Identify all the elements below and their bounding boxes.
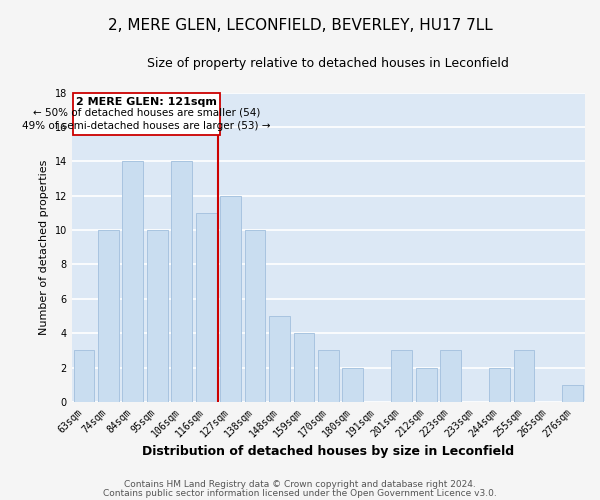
- Bar: [269, 316, 290, 402]
- Bar: [172, 162, 192, 402]
- Bar: [514, 350, 534, 402]
- Bar: [220, 196, 241, 402]
- X-axis label: Distribution of detached houses by size in Leconfield: Distribution of detached houses by size …: [142, 444, 514, 458]
- Bar: [147, 230, 167, 402]
- Bar: [343, 368, 363, 402]
- Y-axis label: Number of detached properties: Number of detached properties: [39, 160, 49, 335]
- Text: 49% of semi-detached houses are larger (53) →: 49% of semi-detached houses are larger (…: [22, 121, 271, 131]
- Text: Contains HM Land Registry data © Crown copyright and database right 2024.: Contains HM Land Registry data © Crown c…: [124, 480, 476, 489]
- Bar: [74, 350, 94, 402]
- Bar: [391, 350, 412, 402]
- Text: 2 MERE GLEN: 121sqm: 2 MERE GLEN: 121sqm: [76, 97, 217, 107]
- Bar: [196, 213, 217, 402]
- Bar: [98, 230, 119, 402]
- Bar: [489, 368, 510, 402]
- FancyBboxPatch shape: [73, 92, 220, 134]
- Bar: [122, 162, 143, 402]
- Bar: [245, 230, 265, 402]
- Bar: [440, 350, 461, 402]
- Bar: [562, 385, 583, 402]
- Text: Contains public sector information licensed under the Open Government Licence v3: Contains public sector information licen…: [103, 488, 497, 498]
- Bar: [318, 350, 339, 402]
- Title: Size of property relative to detached houses in Leconfield: Size of property relative to detached ho…: [148, 58, 509, 70]
- Bar: [416, 368, 437, 402]
- Bar: [293, 334, 314, 402]
- Text: ← 50% of detached houses are smaller (54): ← 50% of detached houses are smaller (54…: [32, 108, 260, 118]
- Text: 2, MERE GLEN, LECONFIELD, BEVERLEY, HU17 7LL: 2, MERE GLEN, LECONFIELD, BEVERLEY, HU17…: [107, 18, 493, 32]
